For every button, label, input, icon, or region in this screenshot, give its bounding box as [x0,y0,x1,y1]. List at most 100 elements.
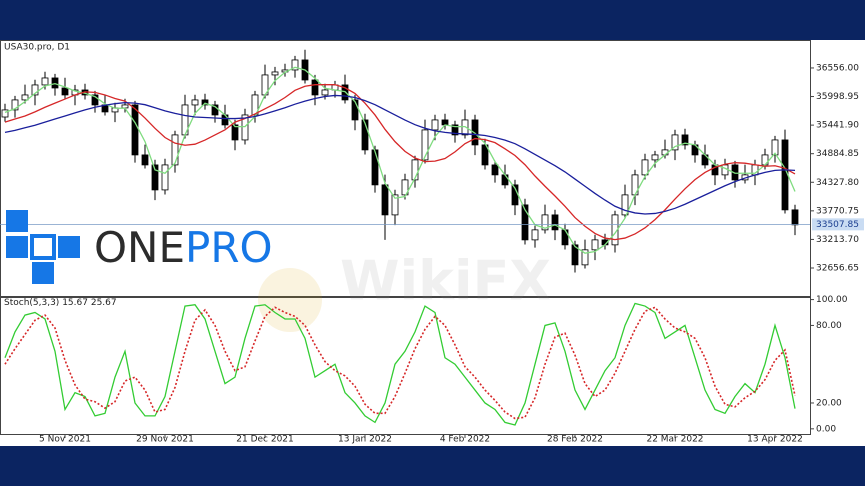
y-tick-label: 35441.90 [816,121,859,131]
last-price-label: 33507.85 [816,220,859,230]
candle-body [271,71,279,76]
candle-body [791,209,799,226]
candle-body [571,244,579,266]
stoch-d: 25.67 [91,298,117,308]
candle-body [191,99,199,106]
candle-body [461,119,469,136]
candle-body [41,77,49,86]
y-tick-label: 0.00 [816,424,836,434]
y-tick-label: 33770.75 [816,206,859,216]
y-tick-label: 36556.00 [816,63,859,73]
candle-body [551,214,559,231]
logo-square [6,236,28,258]
candle-body [491,164,499,176]
line [4,306,796,420]
candle-body [471,119,479,146]
stoch-k: 15.67 [62,298,88,308]
candle-body [171,134,179,166]
candle-body [581,249,589,266]
candle-body [541,214,549,231]
logo-square [30,234,56,260]
y-tick-label: 34327.80 [816,178,859,188]
y-tick-label: 35998.95 [816,92,859,102]
candle-body [391,194,399,216]
main-frame [0,40,811,297]
candle-body [481,144,489,166]
line [4,94,796,215]
x-tick-label: 13 Apr 2022 [747,435,803,445]
logo-square [58,236,80,258]
x-tick-label: 29 Nov 2021 [136,435,194,445]
candle-body [11,99,19,111]
candle-body [21,94,29,101]
candle-body [241,114,249,141]
watermark-icon [258,268,322,332]
candle-body [641,159,649,176]
candle-body [61,87,69,96]
candle-body [421,129,429,161]
candle-body [781,139,789,211]
candle-body [531,229,539,241]
stoch-name: Stoch(5,3,3) [4,298,59,308]
candle-body [291,59,299,71]
logo: ONEPRO [6,210,273,284]
last-price-box [812,218,864,231]
chart-title: USA30.pro, D1 [4,43,70,53]
candle-body [381,184,389,216]
x-tick-label: 28 Feb 2022 [547,435,603,445]
stoch-title: Stoch(5,3,3) 15.67 25.67 [4,298,117,308]
candle-body [141,154,149,166]
candle-body [51,77,59,89]
candle-body [431,119,439,131]
candle-body [311,79,319,96]
top-band [0,0,865,40]
stoch-frame [0,297,811,435]
y-tick-label: 100.00 [816,295,848,305]
logo-one: ONE [94,223,185,272]
candle-body [231,124,239,141]
y-tick-label: 34884.85 [816,149,859,159]
candle-body [321,89,329,96]
x-tick-label: 5 Nov 2021 [39,435,91,445]
candle-body [1,109,9,118]
candle-body [161,164,169,191]
candle-body [151,164,159,191]
candle-body [121,104,129,109]
x-tick-label: 13 Jan 2022 [338,435,392,445]
watermark-text: WikiFX [340,250,551,313]
candle-body [591,239,599,251]
watermark: WikiFX [258,250,551,332]
candle-body [131,104,139,156]
candle-body [31,84,39,96]
logo-square [32,262,54,284]
chart-area [0,40,865,446]
line [4,302,796,426]
candle-body [521,204,529,241]
logo-square [6,210,28,232]
candle-body [671,134,679,151]
candle-body [681,134,689,146]
candle-body [501,174,509,186]
candle-body [621,194,629,216]
candle-body [91,94,99,106]
y-tick-label: 32656.65 [816,264,859,274]
line [4,66,796,254]
x-tick-label: 4 Feb 2022 [440,435,490,445]
candle-body [771,139,779,156]
bottom-band [0,446,865,486]
candle-body [441,119,449,126]
candle-body [351,99,359,121]
candle-body [451,124,459,136]
candle-body [371,149,379,186]
y-tick-label: 33213.70 [816,235,859,245]
candle-body [211,104,219,116]
logo-pro: PRO [185,223,273,272]
candle-body [251,94,259,116]
candle-body [361,119,369,151]
candle-body [401,179,409,196]
x-tick-label: 21 Dec 2021 [236,435,294,445]
logo-text: ONEPRO [94,223,273,272]
y-tick-label: 20.00 [816,398,842,408]
